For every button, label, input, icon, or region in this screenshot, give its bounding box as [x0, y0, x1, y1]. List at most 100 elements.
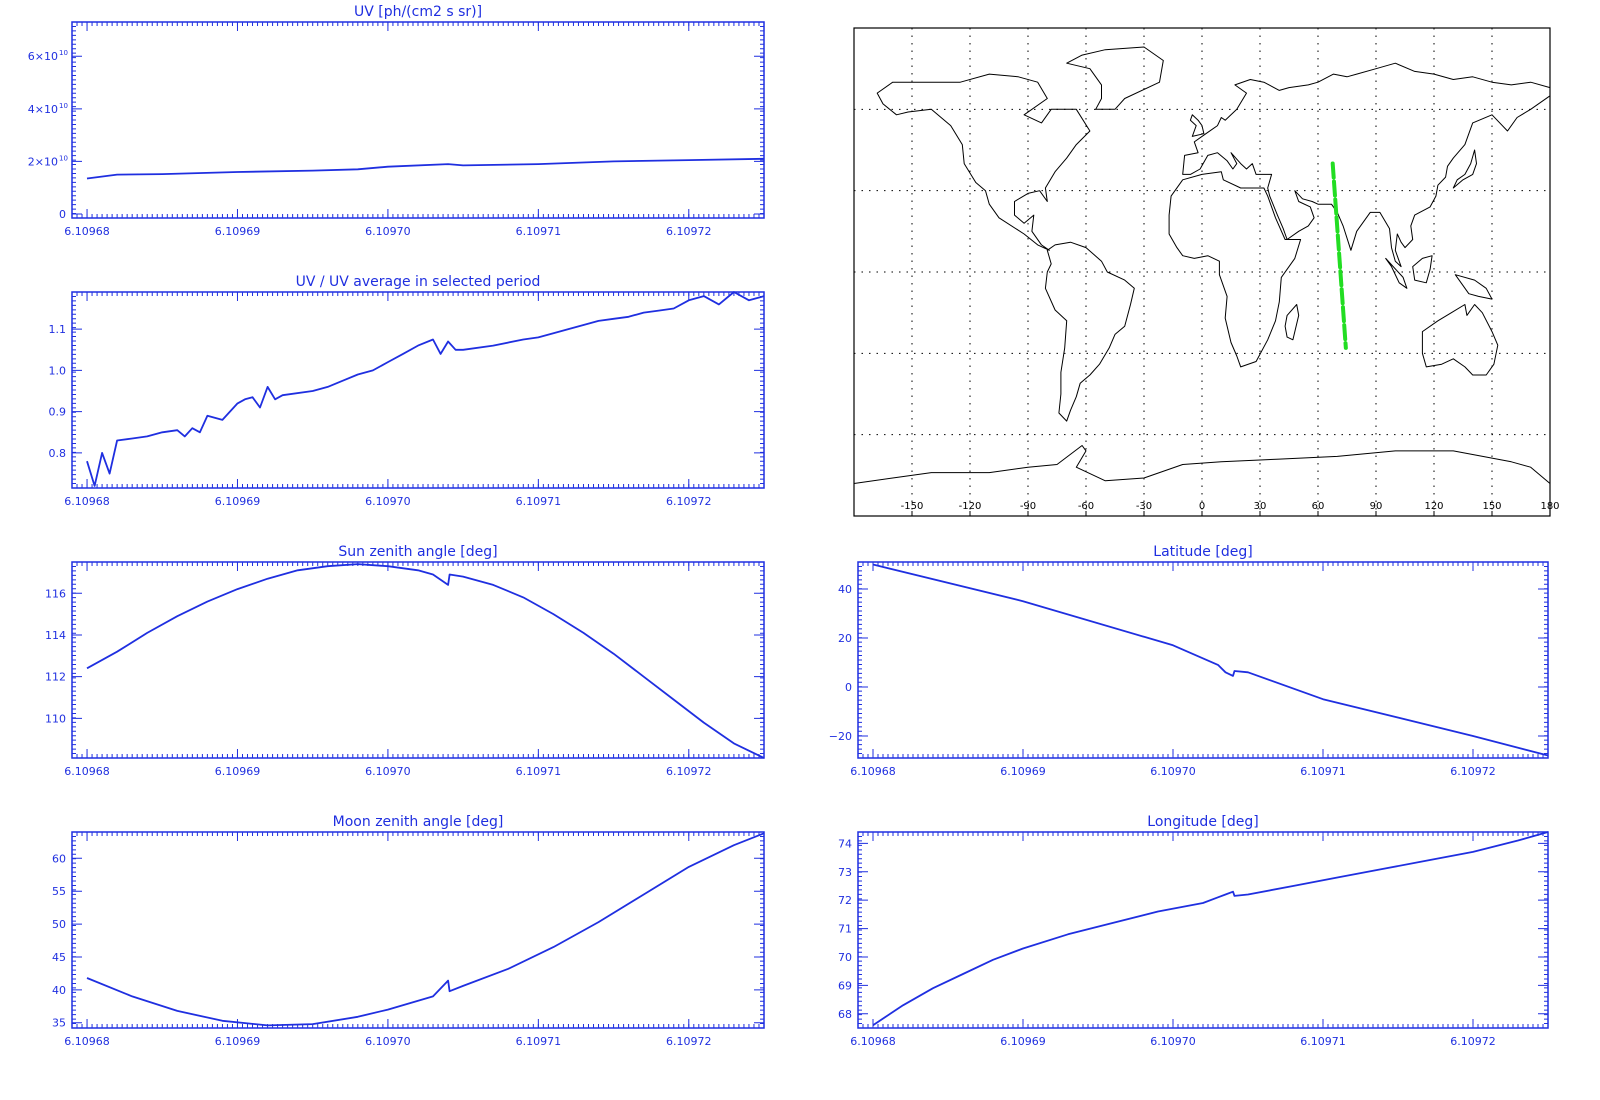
x-tick-label: 6.10969 [215, 765, 261, 778]
minor-ticks [857, 831, 1549, 1029]
x-tick-label: 6.10972 [1450, 765, 1496, 778]
x-tick-label: 6.10968 [850, 765, 896, 778]
y-tick-label: 6×10 [28, 50, 58, 63]
coastline-madagascar [1284, 304, 1300, 341]
x-tick-label: 6.10970 [365, 1035, 411, 1048]
chart-title: Latitude [deg] [1153, 544, 1252, 560]
y-tick-label: 20 [838, 632, 852, 645]
x-tick-label: 6.10972 [666, 1035, 712, 1048]
series-line [872, 563, 1549, 757]
y-tick-label: 0 [845, 681, 852, 694]
plot-frame [71, 291, 765, 489]
x-tick-label: 6.10970 [1150, 765, 1196, 778]
y-tick-label: 74 [838, 837, 852, 850]
x-tick-label: 6.10970 [1150, 1035, 1196, 1048]
coastline-sumatra [1385, 257, 1408, 289]
map-x-tick-label: 0 [1199, 501, 1205, 512]
chart-longitude: Longitude [deg] 6.10968 6.10969 6.10970 6.10… [838, 814, 1549, 1048]
x-tick-label: 6.10968 [64, 1035, 110, 1048]
coastline-britain [1189, 114, 1205, 137]
chart-moon-zenith-angle: Moon zenith angle [deg] 6.10968 6.10969 6.1… [52, 814, 765, 1048]
y-tick-label: 40 [52, 984, 66, 997]
coastline-greenland [1066, 46, 1164, 110]
map-x-tick-label: 120 [1424, 501, 1443, 512]
coastline-new-guinea [1454, 274, 1493, 300]
x-tick-label: 6.10971 [516, 225, 562, 238]
y-tick-label: 1.0 [49, 364, 67, 377]
plot-frame [71, 21, 765, 219]
x-tick-label: 6.10970 [365, 225, 411, 238]
map-x-tick-label: -30 [1136, 501, 1152, 512]
map-x-tick-label: 180 [1540, 501, 1559, 512]
y-tick-label: 116 [45, 587, 66, 600]
chart-title: Sun zenith angle [deg] [338, 544, 497, 560]
y-tick-label: 45 [52, 951, 66, 964]
series-line [86, 832, 765, 1027]
y-tick-label: 4×10 [28, 103, 58, 116]
y-tick-label: 110 [45, 712, 66, 725]
y-tick-label: 55 [52, 885, 66, 898]
coastline-antarctica [853, 445, 1551, 484]
y-tick-exponent: 10 [59, 49, 68, 57]
map-x-tick-label: 30 [1254, 501, 1267, 512]
x-tick-label: 6.10969 [1000, 1035, 1046, 1048]
y-tick-label: 40 [838, 583, 852, 596]
y-tick-exponent: 10 [59, 102, 68, 110]
y-tick-label: 70 [838, 951, 852, 964]
y-tick-label: 0.9 [49, 406, 67, 419]
x-tick-label: 6.10971 [1300, 1035, 1346, 1048]
chart-title: UV / UV average in selected period [296, 274, 541, 290]
y-tick-label: 60 [52, 852, 66, 865]
y-tick-label: 71 [838, 923, 852, 936]
map-x-tick-label: 60 [1312, 501, 1325, 512]
y-tick-label: 0 [59, 208, 66, 221]
world-map: -150 -120 -90 -60 -30 0 30 60 90 120 150 180 [853, 27, 1560, 517]
minor-ticks [71, 291, 765, 489]
x-tick-label: 6.10968 [64, 225, 110, 238]
chart-title: UV [ph/(cm2 s sr)] [354, 4, 482, 20]
x-tick-label: 6.10972 [666, 225, 712, 238]
x-tick-label: 6.10968 [64, 495, 110, 508]
coastline-australia [1421, 304, 1499, 376]
plot-frame [71, 831, 765, 1029]
chart-latitude: Latitude [deg] 6.10968 6.10969 6.10970 6.109… [829, 544, 1549, 778]
series-line [86, 157, 765, 180]
y-tick-label: 50 [52, 918, 66, 931]
map-x-tick-label: 90 [1370, 501, 1383, 512]
coastline-japan [1452, 149, 1477, 189]
coastline-south-america [1044, 241, 1135, 422]
series-line [86, 563, 765, 759]
minor-ticks [857, 561, 1549, 759]
x-tick-label: 6.10969 [215, 1035, 261, 1048]
x-tick-label: 6.10971 [516, 1035, 562, 1048]
chart-title: Moon zenith angle [deg] [333, 814, 504, 830]
y-tick-label: 1.1 [49, 323, 67, 336]
chart-uv-radiance: UV [ph/(cm2 s sr)] 6.10968 6.10969 6.10970 6… [28, 4, 765, 238]
y-tick-label: 114 [45, 629, 66, 642]
chart-sun-zenith-angle: Sun zenith angle [deg] 6.10968 6.10969 6.10… [45, 544, 765, 778]
coastline-borneo [1412, 255, 1433, 284]
y-tick-label: 0.8 [49, 447, 67, 460]
map-x-tick-label: -120 [959, 501, 982, 512]
map-x-tick-label: 150 [1482, 501, 1501, 512]
y-tick-label: 35 [52, 1017, 66, 1030]
y-tick-label: −20 [829, 730, 852, 743]
map-x-tick-label: -150 [901, 501, 924, 512]
y-tick-label: 72 [838, 894, 852, 907]
graticule [854, 28, 1550, 516]
coastline-north-america [876, 73, 1091, 251]
y-tick-label: 68 [838, 1008, 852, 1021]
x-tick-label: 6.10972 [666, 765, 712, 778]
satellite-ground-track [1330, 161, 1348, 350]
minor-ticks [71, 21, 765, 219]
series-line [872, 831, 1549, 1026]
coastline-eurasia [1182, 62, 1551, 268]
coastline-africa [1168, 171, 1302, 368]
series-line [86, 291, 765, 487]
chart-uv-ratio: UV / UV average in selected period 6.1096… [49, 274, 765, 508]
x-tick-label: 6.10969 [215, 225, 261, 238]
x-tick-label: 6.10970 [365, 765, 411, 778]
map-x-tick-label: -60 [1078, 501, 1094, 512]
minor-ticks [71, 561, 765, 759]
